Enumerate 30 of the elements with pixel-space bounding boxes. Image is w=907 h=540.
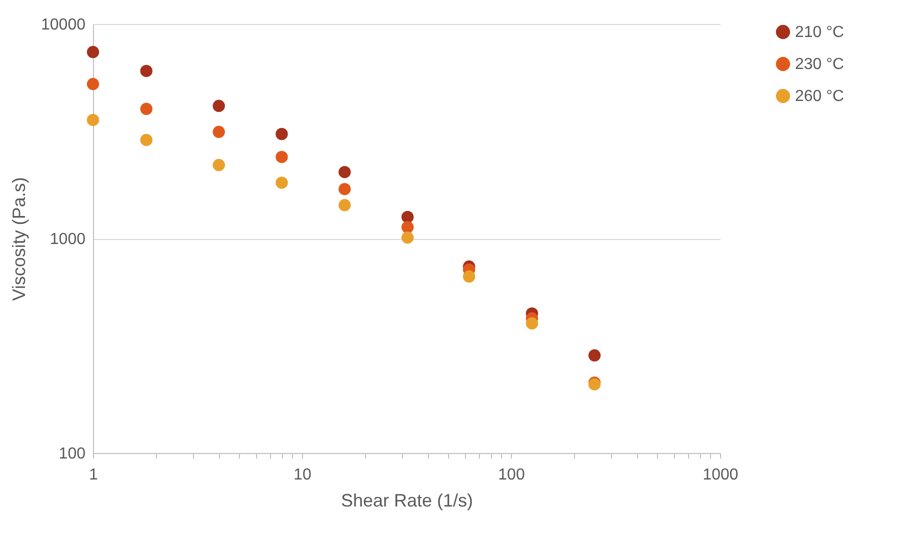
x-tick-label: 1 bbox=[89, 466, 98, 484]
point bbox=[276, 176, 288, 189]
legend-label: 260 °C bbox=[795, 88, 844, 105]
point bbox=[212, 158, 225, 172]
point bbox=[86, 114, 100, 126]
point bbox=[401, 210, 414, 224]
point bbox=[338, 182, 351, 196]
point bbox=[338, 199, 351, 212]
y-tick-label: 1000 bbox=[50, 231, 86, 248]
point bbox=[588, 349, 601, 362]
point bbox=[401, 231, 414, 244]
legend-label: 230 °C bbox=[795, 56, 844, 73]
point bbox=[526, 317, 538, 330]
y-tick-label: 100 bbox=[58, 446, 86, 462]
point bbox=[338, 166, 351, 178]
point bbox=[401, 221, 414, 234]
point bbox=[212, 126, 225, 138]
legend-label: 210 °C bbox=[795, 24, 844, 41]
point bbox=[86, 78, 100, 90]
x-axis-title: Shear Rate (1/s) bbox=[340, 490, 474, 510]
x-tick-label: 10 bbox=[294, 466, 312, 484]
point bbox=[276, 150, 288, 164]
x-tick-label: 100 bbox=[498, 466, 525, 484]
point bbox=[462, 270, 476, 283]
point bbox=[86, 46, 100, 58]
x-tick-label: 1000 bbox=[702, 466, 738, 484]
y-tick-label: 10000 bbox=[41, 16, 86, 34]
point bbox=[212, 100, 225, 112]
point bbox=[276, 128, 288, 140]
y-axis-title: Viscosity (Pa.s) bbox=[9, 177, 30, 301]
